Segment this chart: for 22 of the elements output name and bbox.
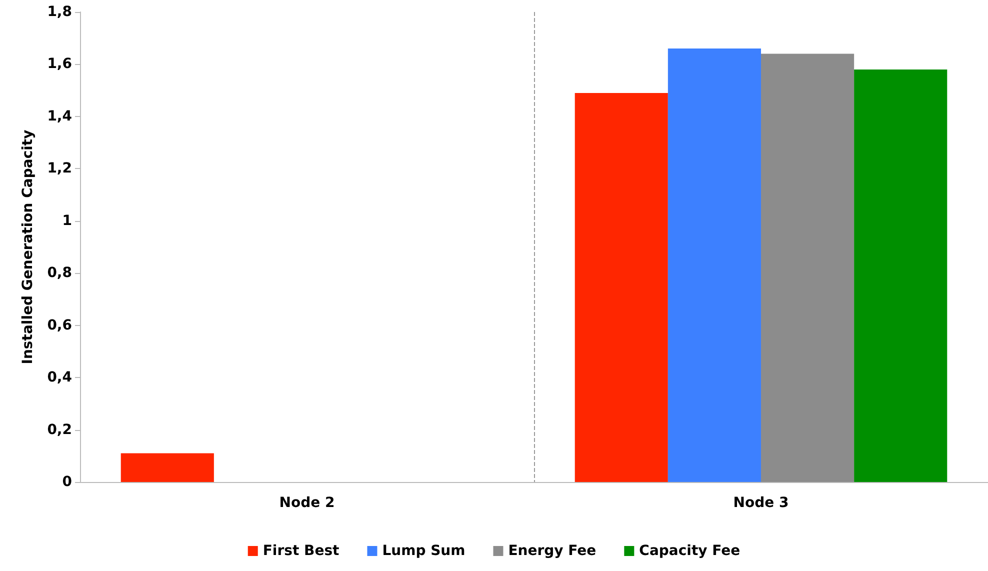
bar — [854, 69, 948, 482]
legend-label: Capacity Fee — [639, 543, 740, 559]
bar — [574, 92, 668, 482]
x-tick-label: Node 3 — [733, 495, 789, 511]
x-tick-label: Node 2 — [279, 495, 335, 511]
y-tick-label: 0 — [62, 474, 72, 490]
bar — [120, 453, 214, 482]
legend-label: First Best — [262, 543, 340, 559]
y-tick-label: 1 — [62, 212, 72, 229]
y-tick-label: 0,2 — [47, 422, 72, 438]
y-axis-title: Installed Generation Capacity — [20, 130, 36, 364]
y-tick-label: 0,6 — [47, 317, 72, 334]
y-tick-label: 0,8 — [47, 265, 72, 282]
legend-label: Lump Sum — [382, 543, 466, 559]
y-tick-label: 1,2 — [47, 160, 72, 177]
y-tick-label: 1,8 — [47, 4, 72, 20]
y-tick-label: 1,4 — [47, 108, 72, 124]
y-tick-label: 1,6 — [47, 56, 72, 72]
bar — [668, 48, 761, 482]
legend-label: Energy Fee — [508, 543, 596, 559]
y-tick-label: 0,4 — [47, 370, 72, 386]
bar — [761, 54, 854, 482]
